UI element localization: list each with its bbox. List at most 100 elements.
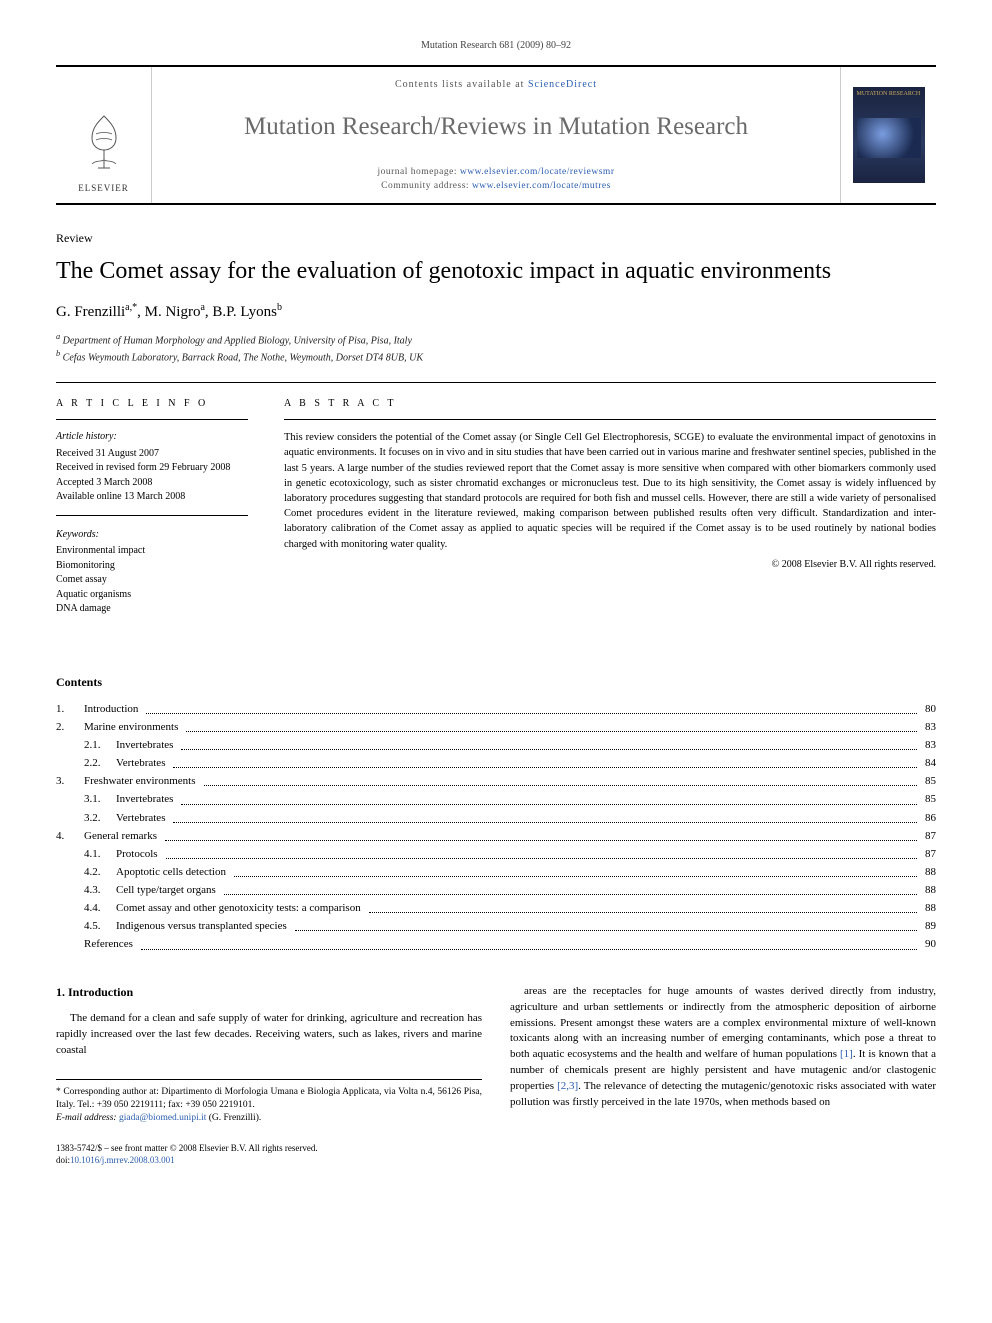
running-head: Mutation Research 681 (2009) 80–92 xyxy=(56,40,936,51)
article-info-column: A R T I C L E I N F O Article history: R… xyxy=(56,383,266,649)
author-3: , B.P. Lyons xyxy=(205,304,277,320)
doi-link[interactable]: 10.1016/j.mrrev.2008.03.001 xyxy=(70,1155,175,1165)
toc-num: 4.3. xyxy=(84,881,116,899)
author-1: G. Frenzilli xyxy=(56,304,125,320)
toc-page: 83 xyxy=(921,718,936,736)
journal-title: Mutation Research/Reviews in Mutation Re… xyxy=(160,113,832,141)
toc-leader-dots xyxy=(234,859,917,877)
affiliation-b-text: Cefas Weymouth Laboratory, Barrack Road,… xyxy=(63,353,423,364)
toc-page: 87 xyxy=(921,845,936,863)
toc-num: 2.1. xyxy=(84,736,116,754)
journal-homepage-link[interactable]: www.elsevier.com/locate/reviewsmr xyxy=(460,167,615,177)
contents-available-line: Contents lists available at ScienceDirec… xyxy=(160,79,832,90)
toc-label: Vertebrates xyxy=(116,809,169,827)
toc-label: Vertebrates xyxy=(116,754,169,772)
toc-leader-dots xyxy=(295,913,917,931)
toc-page: 88 xyxy=(921,881,936,899)
email-line: E-mail address: giada@biomed.unipi.it (G… xyxy=(56,1112,482,1125)
keywords-block: Keywords: Environmental impactBiomonitor… xyxy=(56,528,248,627)
toc-leader-dots xyxy=(146,696,917,714)
keyword: Biomonitoring xyxy=(56,559,248,574)
toc-leader-dots xyxy=(165,823,917,841)
elsevier-tree-icon xyxy=(78,112,130,174)
toc-page: 84 xyxy=(921,754,936,772)
toc-page: 88 xyxy=(921,899,936,917)
toc-page: 87 xyxy=(921,827,936,845)
citation-1[interactable]: [1] xyxy=(840,1048,853,1060)
community-link[interactable]: www.elsevier.com/locate/mutres xyxy=(472,181,611,191)
homepage-label: journal homepage: xyxy=(378,167,460,177)
author-3-affref: b xyxy=(277,302,282,313)
affiliation-a-text: Department of Human Morphology and Appli… xyxy=(63,335,412,346)
toc-leader-dots xyxy=(166,841,917,859)
toc-leader-dots xyxy=(186,714,917,732)
toc-page: 88 xyxy=(921,863,936,881)
abstract-heading: A B S T R A C T xyxy=(284,397,936,421)
keyword: Comet assay xyxy=(56,573,248,588)
footer-meta: 1383-5742/$ – see front matter © 2008 El… xyxy=(56,1142,482,1167)
toc-item: References 90 xyxy=(56,935,936,953)
toc-num: 4.5. xyxy=(84,917,116,935)
elsevier-logo: ELSEVIER xyxy=(78,112,130,193)
toc-num: 3.2. xyxy=(84,809,116,827)
intro-para-left: The demand for a clean and safe supply o… xyxy=(56,1011,482,1059)
toc-page: 90 xyxy=(921,935,936,953)
toc-label: Introduction xyxy=(84,700,142,718)
corresponding-author-note: * Corresponding author at: Dipartimento … xyxy=(56,1086,482,1113)
toc-page: 89 xyxy=(921,917,936,935)
toc-label: Apoptotic cells detection xyxy=(116,863,230,881)
toc-label: Cell type/target organs xyxy=(116,881,220,899)
masthead-center: Contents lists available at ScienceDirec… xyxy=(152,67,840,203)
author-2: , M. Nigro xyxy=(137,304,200,320)
toc-num: 4.4. xyxy=(84,899,116,917)
toc-leader-dots xyxy=(173,805,917,823)
article-type-label: Review xyxy=(56,231,936,246)
article-title: The Comet assay for the evaluation of ge… xyxy=(56,256,936,286)
body-col-right: areas are the receptacles for huge amoun… xyxy=(510,984,936,1167)
citation-2-3[interactable]: [2,3] xyxy=(557,1080,578,1092)
authors-line: G. Frenzillia,*, M. Nigroa, B.P. Lyonsb xyxy=(56,302,936,321)
email-label: E-mail address: xyxy=(56,1113,119,1123)
doi-label: doi: xyxy=(56,1155,70,1165)
toc-num: 3. xyxy=(56,772,84,790)
abstract-text: This review considers the potential of t… xyxy=(284,430,936,552)
toc-leader-dots xyxy=(173,750,917,768)
toc-num: 3.1. xyxy=(84,790,116,808)
keyword: Environmental impact xyxy=(56,544,248,559)
toc-page: 83 xyxy=(921,736,936,754)
toc-num: 2.2. xyxy=(84,754,116,772)
toc-num xyxy=(56,935,84,953)
affiliation-b: b Cefas Weymouth Laboratory, Barrack Roa… xyxy=(56,348,936,365)
body-columns: 1. Introduction The demand for a clean a… xyxy=(56,984,936,1167)
toc-leader-dots xyxy=(369,895,917,913)
footnotes: * Corresponding author at: Dipartimento … xyxy=(56,1079,482,1126)
history-line: Received 31 August 2007 xyxy=(56,447,248,462)
community-label: Community address: xyxy=(381,181,472,191)
toc-num: 2. xyxy=(56,718,84,736)
issn-line: 1383-5742/$ – see front matter © 2008 El… xyxy=(56,1142,482,1155)
toc-leader-dots xyxy=(224,877,917,895)
toc-leader-dots xyxy=(181,732,917,750)
toc-label: Invertebrates xyxy=(116,736,177,754)
toc-label: General remarks xyxy=(84,827,161,845)
toc-page: 85 xyxy=(921,790,936,808)
toc-leader-dots xyxy=(181,786,917,804)
toc-label: References xyxy=(84,935,137,953)
body-col-left: 1. Introduction The demand for a clean a… xyxy=(56,984,482,1167)
publisher-logo-cell: ELSEVIER xyxy=(56,67,152,203)
history-line: Accepted 3 March 2008 xyxy=(56,476,248,491)
article-history-head: Article history: xyxy=(56,430,248,445)
abstract-copyright: © 2008 Elsevier B.V. All rights reserved… xyxy=(284,558,936,573)
toc-num: 4. xyxy=(56,827,84,845)
toc-page: 86 xyxy=(921,809,936,827)
cover-image-icon xyxy=(857,118,921,158)
history-line: Available online 13 March 2008 xyxy=(56,490,248,505)
sciencedirect-link[interactable]: ScienceDirect xyxy=(528,79,597,90)
table-of-contents: 1.Introduction802.Marine environments832… xyxy=(56,700,936,954)
toc-page: 80 xyxy=(921,700,936,718)
toc-leader-dots xyxy=(204,768,918,786)
toc-label: Invertebrates xyxy=(116,790,177,808)
email-link[interactable]: giada@biomed.unipi.it xyxy=(119,1113,206,1123)
keywords-head: Keywords: xyxy=(56,528,248,543)
journal-cover-thumb: MUTATION RESEARCH xyxy=(853,87,925,183)
